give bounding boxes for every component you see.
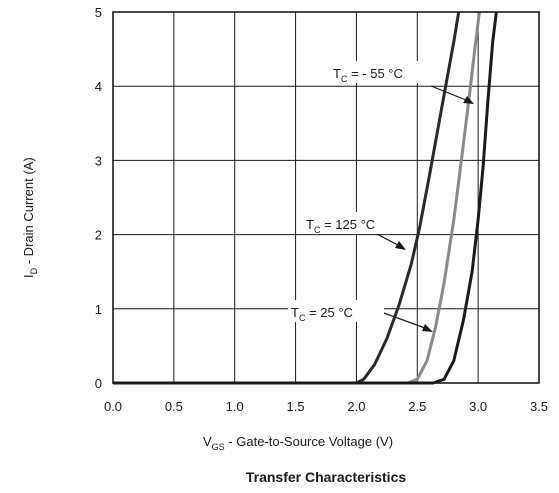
x-tick-label: 3.0	[469, 399, 487, 414]
chart-title: Transfer Characteristics	[246, 469, 407, 485]
x-tick-label: 2.0	[347, 399, 365, 414]
x-tick-label: 1.0	[226, 399, 244, 414]
annotation-arrows	[372, 85, 474, 332]
annotation-25: TC = 25 °C	[291, 305, 353, 323]
series-line-1	[113, 11, 481, 385]
y-tick-label: 0	[95, 376, 102, 391]
x-tick-label: 0.5	[165, 399, 183, 414]
grid	[112, 11, 540, 384]
y-tick-label: 3	[95, 153, 102, 168]
series-line-2	[113, 11, 498, 385]
arrow-25	[380, 311, 426, 329]
arrow-minus55-head	[463, 96, 474, 104]
x-tick-label: 3.5	[530, 399, 548, 414]
x-tick-label: 0.0	[104, 399, 122, 414]
y-tick-label: 2	[95, 228, 102, 243]
series-lines	[113, 11, 498, 385]
x-tick-label: 2.5	[408, 399, 426, 414]
annotation-125: TC = 125 °C	[306, 217, 375, 235]
y-tick-label: 5	[95, 5, 102, 20]
series-line-0	[113, 11, 461, 385]
arrow-minus55	[430, 85, 467, 101]
x-axis-title: VGS - Gate-to-Source Voltage (V)	[203, 434, 393, 452]
plot-frame	[112, 11, 540, 384]
y-tick-label: 1	[95, 302, 102, 317]
annotation-bg-25	[288, 300, 384, 322]
arrow-25-head	[422, 324, 433, 332]
arrow-125	[372, 231, 399, 246]
annotation-bg-125	[303, 212, 401, 234]
annotation-bg-minus55	[330, 61, 438, 83]
arrow-125-head	[395, 241, 406, 250]
y-tick-label: 4	[95, 79, 102, 94]
y-axis-title: ID - Drain Current (A)	[21, 157, 39, 278]
annotation-minus55: TC = - 55 °C	[333, 66, 403, 84]
x-tick-label: 1.5	[287, 399, 305, 414]
tick-labels: 0.0 0.5 1.0 1.5 2.0 2.5 3.0 3.5 0 1 2 3 4 5	[95, 5, 548, 414]
